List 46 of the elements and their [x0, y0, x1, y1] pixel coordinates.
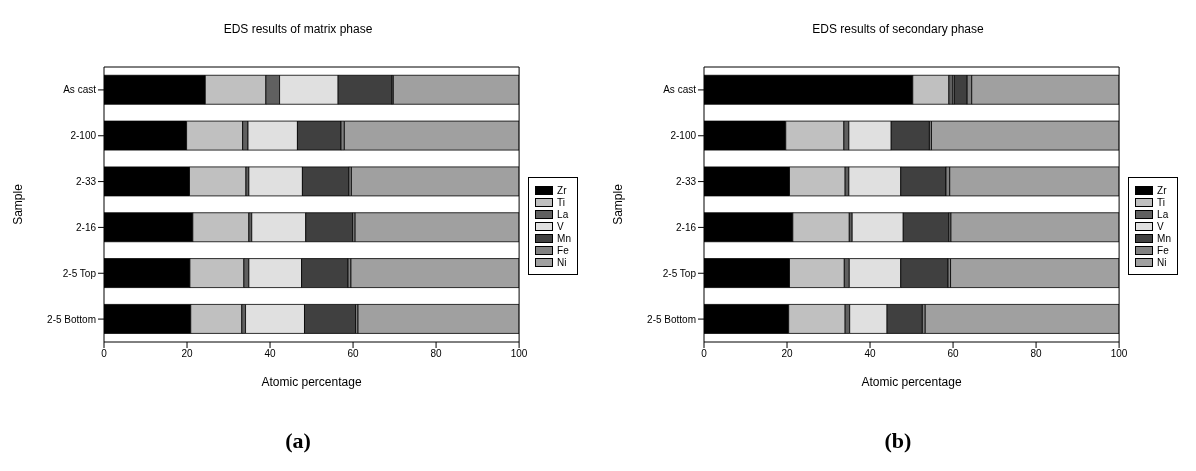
- legend-label: Zr: [1157, 184, 1167, 196]
- text: (a): [284, 428, 312, 454]
- x-tick-label: 100: [510, 348, 528, 360]
- legend-label: Zr: [557, 184, 567, 196]
- x-tick-label: 20: [781, 348, 794, 360]
- y-tick-label: 2-5 Top: [662, 267, 697, 279]
- legend-label: V: [1157, 220, 1164, 232]
- x-tick-label: 60: [947, 348, 960, 360]
- legend-label: La: [1157, 208, 1169, 220]
- legend-label: Fe: [557, 244, 569, 256]
- legend-label: Ti: [1157, 196, 1166, 208]
- y-tick-label: 2-16: [675, 221, 697, 233]
- y-tick-label: 2-5 Top: [62, 267, 97, 279]
- chart-title: EDS results of matrix phase: [222, 22, 374, 36]
- x-tick-label: 40: [264, 348, 277, 360]
- x-tick-label: 0: [701, 348, 708, 360]
- y-tick-label: As cast: [63, 84, 97, 96]
- y-tick-label: 2-16: [75, 221, 97, 233]
- x-tick-label: 0: [101, 348, 108, 360]
- legend-label: V: [557, 220, 564, 232]
- legend-label: Ni: [1157, 256, 1167, 268]
- legend-label: La: [557, 208, 569, 220]
- x-tick-label: 20: [181, 348, 194, 360]
- y-tick-label: 2-100: [670, 130, 697, 142]
- x-axis-title: Atomic percentage: [861, 375, 962, 389]
- y-tick-label: 2-5 Bottom: [47, 313, 96, 325]
- legend-label: Ni: [557, 256, 567, 268]
- y-axis-title: Sample: [11, 183, 26, 225]
- y-tick-label: As cast: [663, 84, 697, 96]
- x-tick-label: 60: [347, 348, 360, 360]
- x-tick-label: 80: [1030, 348, 1043, 360]
- x-axis-title: Atomic percentage: [261, 375, 362, 389]
- y-tick-label: 2-100: [70, 130, 97, 142]
- legend-label: Mn: [557, 232, 571, 244]
- chart-title: EDS results of secondary phase: [811, 22, 985, 36]
- legend-label: Mn: [1157, 232, 1171, 244]
- text: (b): [883, 428, 913, 454]
- y-tick-label: 2-33: [75, 176, 97, 188]
- x-tick-label: 40: [864, 348, 877, 360]
- legend-label: Ti: [557, 196, 566, 208]
- legend-label: Fe: [1157, 244, 1169, 256]
- y-axis-title: Sample: [611, 183, 626, 225]
- y-tick-label: 2-33: [675, 176, 697, 188]
- x-tick-label: 80: [430, 348, 443, 360]
- y-tick-label: 2-5 Bottom: [647, 313, 696, 325]
- x-tick-label: 100: [1110, 348, 1128, 360]
